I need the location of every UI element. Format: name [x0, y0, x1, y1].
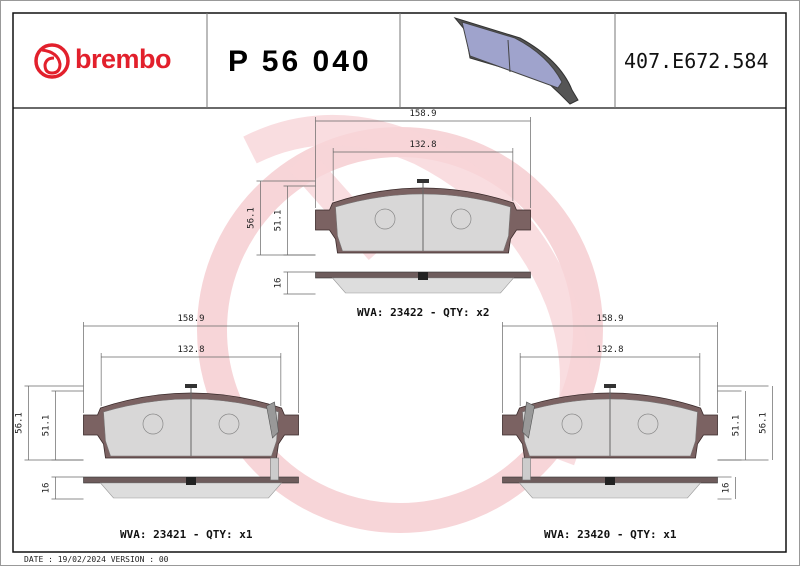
pad-top-top-tab: [417, 179, 429, 183]
pad-right-side-slot: [605, 477, 615, 485]
pad-right-dim-thickness-label: 16: [721, 483, 731, 494]
part-number: P 56 040: [228, 45, 372, 78]
pad-right-side-friction: [518, 482, 702, 499]
pad-left-piston-mark: [142, 413, 164, 435]
pad-preview-friction: [461, 21, 563, 89]
pad-left-wear-sensor: [266, 401, 279, 439]
pad-left-dim-height-inner-label: 51.1: [42, 415, 52, 437]
pad-right-dim-width-inner-label: 132.8: [596, 345, 623, 355]
pad-right-wear-sensor: [522, 401, 535, 439]
pad-right-piston-mark: [561, 413, 583, 435]
pad-right-piston-mark: [637, 413, 659, 435]
date-version: DATE : 19/02/2024 VERSION : 00: [24, 555, 169, 564]
pad-top-dim-width-outer-label: 158.9: [409, 109, 436, 119]
pad-top-side-view: [315, 271, 531, 294]
pad-left-dim-width-outer-label: 158.9: [177, 314, 204, 324]
pad-top-piston-mark: [450, 208, 472, 230]
pad-left-side-view: [83, 457, 299, 499]
brembo-logo-icon: [34, 43, 70, 79]
brembo-logo-swirl: [41, 48, 62, 75]
pad-top-dim-height-inner-label: 51.1: [274, 210, 284, 232]
pad-top-piston-mark: [374, 208, 396, 230]
pad-left-dim-width-inner-label: 132.8: [177, 345, 204, 355]
wva-label-right: WVA: 23420 - QTY: x1: [544, 528, 677, 541]
pad-right-top-tab: [604, 384, 616, 388]
pad-right-front-view: [502, 384, 718, 459]
wva-label-left: WVA: 23421 - QTY: x1: [120, 528, 253, 541]
pad-preview-slot: [507, 39, 511, 73]
pad-right-side-view: [502, 457, 718, 499]
reference-code: 407.E672.584: [624, 49, 769, 73]
pad-preview-image: [453, 17, 579, 105]
brand-logo-text: brembo: [75, 44, 172, 74]
pad-left-side-slot: [186, 477, 196, 485]
pad-top-dim-thickness-label: 16: [274, 278, 284, 289]
pad-top-side-slot: [418, 272, 428, 280]
pad-left-dim-height-outer-label: 56.1: [15, 412, 25, 434]
pad-left-piston-mark: [218, 413, 240, 435]
pad-right-dim-height-outer-label: 56.1: [758, 412, 768, 434]
pad-right-dim-width-outer-label: 158.9: [596, 314, 623, 324]
pad-top-dim-width-inner-label: 132.8: [409, 140, 436, 150]
pad-top-front-view: [315, 179, 531, 254]
wva-label-top: WVA: 23422 - QTY: x2: [357, 306, 490, 319]
pad-left-side-sensor: [270, 457, 279, 481]
pad-left-side-friction: [99, 482, 283, 499]
pad-top-dim-height-outer-label: 56.1: [247, 207, 257, 229]
pad-top-side-friction: [331, 277, 515, 294]
pad-left-top-tab: [185, 384, 197, 388]
pad-left-front-view: [83, 384, 299, 459]
pad-left-dim-thickness-label: 16: [42, 483, 52, 494]
pad-right-dim-height-inner-label: 51.1: [731, 415, 741, 437]
pad-right-side-sensor: [522, 457, 531, 481]
